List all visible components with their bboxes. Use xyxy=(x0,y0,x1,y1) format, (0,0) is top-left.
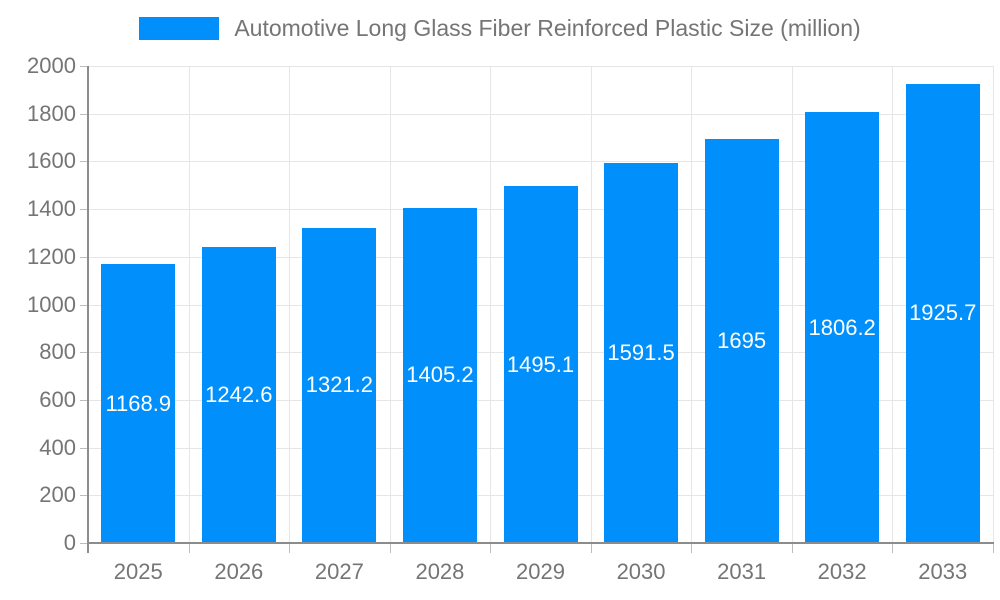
x-axis-tick-label: 2030 xyxy=(616,559,666,584)
gridline-vertical xyxy=(792,66,793,543)
x-axis-tick-label: 2032 xyxy=(817,559,867,584)
y-axis-tick xyxy=(80,66,88,67)
x-axis-line xyxy=(87,542,994,544)
y-axis-tick xyxy=(80,113,88,115)
bar-value-label: 1405.2 xyxy=(406,362,474,388)
x-axis-tick-label: 2028 xyxy=(415,559,465,584)
y-axis-tick-label: 1400 xyxy=(27,196,76,222)
y-axis-tick-label: 600 xyxy=(39,386,76,412)
x-axis-tick-label: 2031 xyxy=(717,559,767,584)
x-axis-tick xyxy=(390,543,391,553)
bar-value-label: 1242.6 xyxy=(205,381,273,407)
gridline-horizontal xyxy=(88,161,993,163)
x-axis-tick-label: 2027 xyxy=(314,559,364,584)
gridline-horizontal xyxy=(88,66,993,67)
gridline-vertical xyxy=(993,66,994,543)
bar xyxy=(905,83,980,543)
x-axis-tick xyxy=(691,543,692,553)
bar-value-label: 1591.5 xyxy=(607,340,675,366)
y-axis-tick xyxy=(80,209,88,211)
x-axis-tick xyxy=(189,543,190,553)
y-axis-tick-label: 1000 xyxy=(27,291,76,317)
legend[interactable]: Automotive Long Glass Fiber Reinforced P… xyxy=(0,15,1000,41)
y-axis-tick-label: 1600 xyxy=(27,148,76,174)
y-axis-tick-label: 2000 xyxy=(27,53,76,78)
y-axis-tick xyxy=(80,495,88,497)
bar xyxy=(402,207,477,543)
bar-value-label: 1495.1 xyxy=(506,351,575,377)
y-axis-tick xyxy=(80,447,88,449)
x-axis-tick xyxy=(490,543,491,553)
y-axis-tick xyxy=(80,161,88,163)
gridline-vertical xyxy=(390,66,391,543)
x-axis-tick-label: 2026 xyxy=(214,559,264,584)
x-axis-tick xyxy=(993,543,994,553)
bar xyxy=(101,264,176,543)
x-axis-tick xyxy=(792,543,793,553)
gridline-horizontal xyxy=(88,113,993,115)
plot-area: 1168.9 1242.6 1321.2 1405.2 1495.1 1591.5 1695… xyxy=(88,66,994,543)
gridline-vertical xyxy=(289,66,290,543)
y-axis-tick xyxy=(80,399,88,401)
x-axis-tick xyxy=(289,543,290,553)
bar xyxy=(201,246,276,543)
y-axis-tick-label: 400 xyxy=(39,434,76,460)
y-axis-line xyxy=(87,66,89,553)
bar-value-label: 1168.9 xyxy=(105,390,172,416)
x-axis-tick-label: 2033 xyxy=(918,559,968,584)
bar xyxy=(604,163,679,543)
bar xyxy=(302,227,377,543)
gridline-vertical xyxy=(892,66,893,543)
x-axis-tick xyxy=(591,543,592,553)
bar xyxy=(503,186,578,543)
y-axis-tick xyxy=(80,543,88,544)
legend-label: Automotive Long Glass Fiber Reinforced P… xyxy=(234,15,861,41)
gridline-vertical xyxy=(490,66,491,543)
gridline-vertical xyxy=(591,66,592,543)
legend-swatch-icon xyxy=(139,16,220,40)
bar-value-label: 1321.2 xyxy=(305,372,374,398)
bar-value-label: 1695 xyxy=(717,327,767,353)
x-axis-tick-label: 2025 xyxy=(113,559,163,584)
y-axis-tick-label: 1200 xyxy=(27,243,76,269)
bar-value-label: 1806.2 xyxy=(808,314,876,340)
y-axis-tick xyxy=(80,304,88,306)
gridline-vertical xyxy=(691,66,692,543)
y-axis-tick-label: 1800 xyxy=(27,100,76,126)
bar-value-label: 1925.7 xyxy=(909,300,977,326)
y-axis-tick-label: 0 xyxy=(63,530,76,555)
y-axis-tick xyxy=(80,256,88,258)
y-axis-tick xyxy=(80,352,88,354)
bar xyxy=(704,138,779,543)
x-axis-tick-label: 2029 xyxy=(516,559,565,584)
y-axis-tick-label: 800 xyxy=(39,339,76,365)
bar xyxy=(805,112,880,543)
y-axis-tick-label: 200 xyxy=(39,482,76,508)
gridline-vertical xyxy=(189,66,190,543)
x-axis-tick xyxy=(892,543,893,553)
